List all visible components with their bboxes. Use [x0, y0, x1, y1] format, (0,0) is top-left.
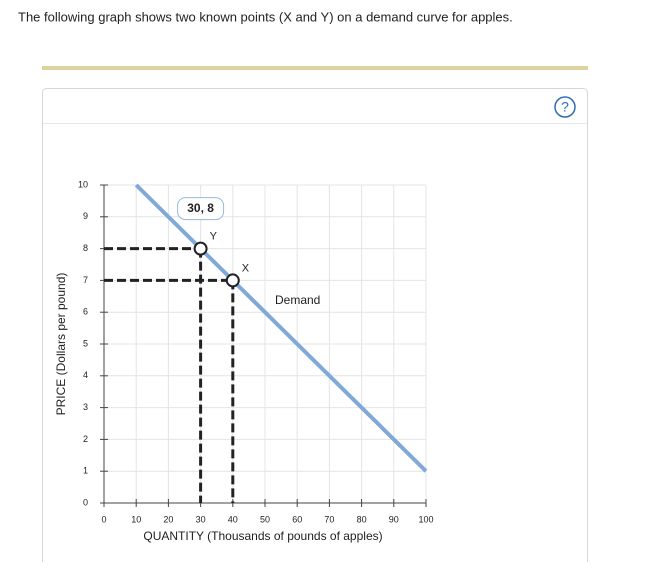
x-tick-label: 60	[292, 514, 302, 524]
series-label: Demand	[275, 293, 320, 307]
y-tick-label: 8	[83, 243, 88, 253]
y-tick-label: 5	[83, 338, 88, 348]
y-tick-label: 2	[83, 434, 88, 444]
y-tick-label: 1	[83, 466, 88, 476]
y-tick-label: 10	[78, 179, 88, 189]
x-tick-label: 50	[260, 514, 270, 524]
y-tick-label: 7	[83, 275, 88, 285]
divider	[42, 66, 588, 70]
y-tick-label: 4	[83, 370, 88, 380]
demand-line	[134, 183, 428, 473]
y-axis-label: PRICE (Dollars per pound)	[54, 273, 68, 416]
x-tick-label: 20	[163, 514, 173, 524]
tooltip-box	[177, 197, 225, 221]
x-tick-label: 100	[418, 514, 433, 524]
x-tick-label: 90	[389, 514, 399, 524]
x-tick-label: 30	[196, 514, 206, 524]
x-tick-label: 0	[101, 514, 106, 524]
plot: 0 10 20 30 40 50 60 70 80 90 100012345678910QUANTI…	[54, 179, 433, 543]
point-label: Y	[210, 231, 218, 243]
point	[225, 273, 240, 288]
help-button[interactable]	[554, 96, 576, 118]
y-tick-label: 0	[83, 497, 88, 507]
y-tick-label: 9	[83, 211, 88, 221]
y-tick-label: 6	[83, 307, 88, 317]
tooltip: 30, 8	[187, 201, 214, 215]
prompt: The following graph shows two known poin…	[18, 9, 513, 24]
x-tick-label: 70	[324, 514, 334, 524]
x-tick-label: 10	[131, 514, 141, 524]
panel	[42, 88, 588, 567]
point	[193, 241, 208, 256]
y-tick-label: 3	[83, 402, 88, 412]
help-icon[interactable]: ?	[561, 99, 569, 115]
x-tick-label: 40	[228, 514, 238, 524]
x-axis-label: QUANTITY (Thousands of pounds of apples)	[143, 529, 382, 543]
x-tick-label: 80	[357, 514, 367, 524]
point-label: X	[242, 262, 250, 274]
